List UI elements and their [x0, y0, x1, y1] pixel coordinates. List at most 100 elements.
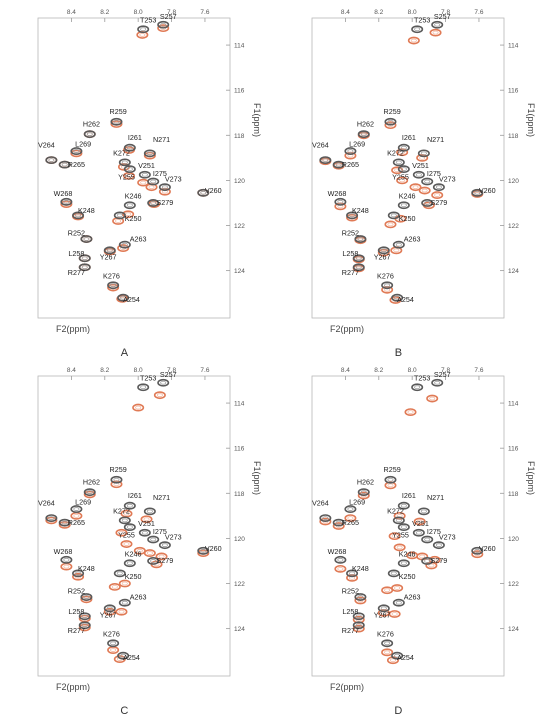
peak-k276: K276	[377, 272, 394, 294]
free-peak-contour	[319, 156, 332, 165]
bound-peak-contour	[143, 151, 156, 160]
peak-n271: N271	[413, 493, 444, 526]
y-tick-label: 114	[508, 401, 519, 408]
free-peak-contour	[58, 518, 71, 527]
bound-peak-contour	[426, 394, 439, 403]
bound-peak-contour	[108, 583, 121, 591]
y-tick-label: 114	[234, 43, 245, 50]
peak-k246: K246	[122, 191, 142, 219]
peak-label: V264	[312, 141, 329, 150]
peak-label: A254	[397, 295, 414, 304]
free-peak-contour	[332, 518, 345, 527]
free-peak-contour	[412, 528, 425, 537]
peak-l258: L258	[68, 249, 91, 263]
plot-frame	[37, 375, 231, 677]
free-peak-core	[150, 537, 157, 542]
bound-peak-contour	[471, 550, 484, 559]
peak-label: R252	[68, 587, 85, 596]
free-peak-core	[420, 509, 427, 514]
free-peak-core	[424, 537, 431, 542]
free-peak-contour	[78, 254, 91, 263]
y-tick-label: 114	[508, 43, 519, 50]
peak-label: K272	[387, 149, 404, 158]
peak-r252: R252	[68, 229, 93, 243]
free-peak-contour	[397, 201, 410, 210]
free-peak-contour	[80, 593, 93, 601]
free-peak-contour	[107, 639, 120, 648]
y-tick-label: 118	[234, 491, 245, 498]
free-peak-contour	[103, 246, 116, 255]
free-peak-contour	[110, 117, 123, 126]
peak-label: A254	[123, 653, 140, 662]
peak-label: L258	[342, 249, 358, 258]
free-peak-core	[121, 518, 128, 523]
free-peak-core	[394, 653, 401, 658]
bound-peak-contour	[429, 28, 442, 37]
bound-peak-core	[156, 393, 163, 398]
peak-v264: V264	[38, 499, 58, 525]
free-peak-contour	[158, 183, 171, 192]
free-peak-core	[395, 600, 402, 605]
free-peak-core	[75, 213, 82, 218]
bound-peak-core	[123, 511, 130, 516]
peak-k276: K276	[377, 630, 394, 657]
peak-t253: T253	[407, 16, 430, 45]
peak-r265: R265	[332, 160, 359, 170]
peak-y255: Y255	[392, 523, 410, 552]
free-peak-core	[394, 295, 401, 300]
free-peak-contour	[346, 211, 359, 220]
peak-r252: R252	[342, 587, 367, 605]
free-peak-core	[400, 203, 407, 208]
free-peak-core	[161, 185, 168, 190]
bound-peak-contour	[404, 408, 417, 416]
free-peak-contour	[70, 505, 83, 513]
peak-label: A263	[130, 234, 147, 243]
free-peak-core	[322, 516, 329, 521]
free-peak-core	[126, 203, 133, 208]
free-peak-contour	[78, 621, 91, 630]
peak-k248: K248	[346, 206, 369, 222]
panel-label: D	[394, 705, 402, 717]
peak-label: K246	[399, 549, 416, 558]
free-peak-core	[110, 283, 117, 288]
y-axis-label: F1(ppm)	[252, 103, 262, 137]
bound-peak-contour	[115, 607, 128, 616]
peak-r265: R265	[332, 518, 359, 530]
peak-v260: V260	[197, 544, 222, 557]
free-peak-contour	[138, 528, 151, 537]
peak-h262: H262	[83, 119, 100, 139]
free-peak-contour	[397, 165, 410, 174]
peak-r252: R252	[342, 229, 367, 245]
free-peak-contour	[421, 535, 434, 544]
peak-i261: I261	[393, 491, 416, 520]
bound-peak-contour	[393, 543, 406, 552]
peak-label: K272	[387, 507, 404, 516]
peak-label: S257	[160, 12, 177, 21]
peak-label: A263	[404, 234, 421, 243]
x-tick-label: 8.0	[134, 367, 143, 374]
peak-y255: Y255	[118, 523, 136, 548]
bound-peak-core	[391, 612, 398, 616]
y-tick-label: 116	[508, 446, 519, 453]
free-peak-core	[400, 145, 407, 150]
bound-peak-core	[158, 554, 165, 559]
free-peak-contour	[147, 177, 160, 186]
peak-a263: A263	[388, 592, 421, 618]
peak-k248: K248	[72, 564, 95, 581]
free-peak-core	[355, 623, 362, 628]
free-peak-core	[86, 132, 93, 137]
free-peak-contour	[143, 149, 156, 158]
peak-r259: R259	[110, 465, 127, 489]
free-peak-contour	[397, 559, 410, 568]
x-tick-label: 8.2	[100, 9, 109, 16]
peak-label: Y267	[374, 252, 391, 261]
peak-t253: T253	[136, 16, 156, 39]
plot-frame	[37, 17, 231, 319]
free-peak-contour	[431, 378, 444, 387]
free-peak-core	[347, 149, 354, 153]
peak-label: R265	[68, 518, 85, 527]
peak-a254: A254	[116, 293, 140, 304]
free-peak-core	[81, 256, 88, 261]
peak-label: I275	[153, 169, 167, 178]
